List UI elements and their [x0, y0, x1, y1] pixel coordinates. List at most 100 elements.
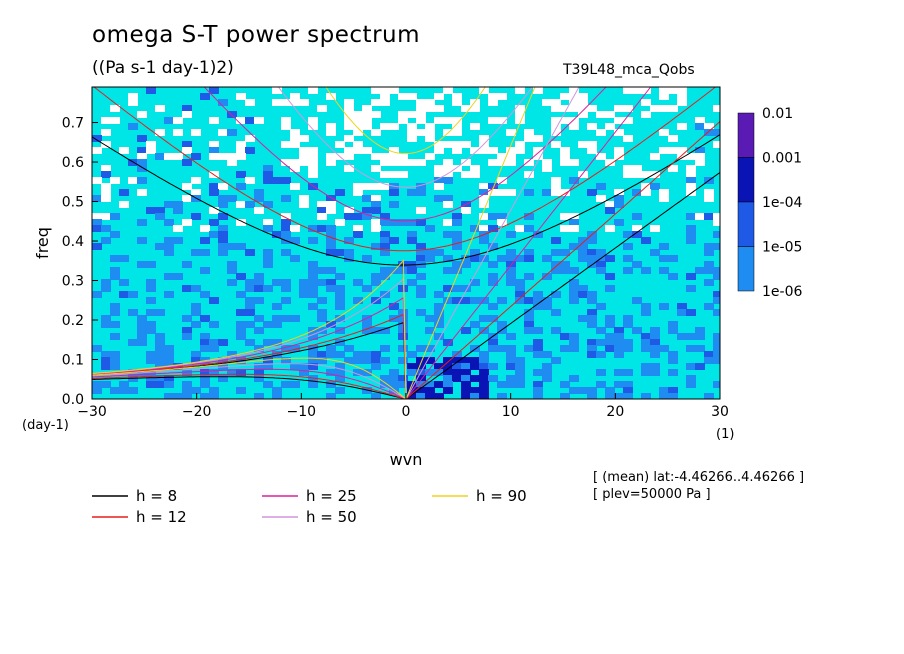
- field-cell: [596, 303, 606, 310]
- field-cell: [101, 189, 111, 196]
- field-cell: [128, 387, 138, 394]
- field-cell: [533, 153, 543, 160]
- field-cell: [245, 339, 255, 346]
- field-cell: [596, 249, 606, 256]
- field-cell: [236, 93, 246, 100]
- field-cell: [668, 321, 678, 328]
- field-cell: [308, 171, 318, 178]
- field-cell: [317, 309, 327, 316]
- field-cell: [128, 177, 138, 184]
- field-cell: [317, 351, 327, 358]
- field-cell: [290, 129, 300, 136]
- field-cell: [614, 327, 624, 334]
- field-cell: [380, 357, 390, 364]
- field-cell: [668, 327, 678, 334]
- field-cell: [659, 147, 669, 154]
- field-cell: [470, 279, 480, 286]
- field-cell: [434, 177, 444, 184]
- field-cell: [101, 381, 111, 388]
- field-cell: [497, 93, 507, 100]
- field-cell: [146, 381, 156, 388]
- field-cell: [578, 387, 588, 394]
- field-cell: [209, 117, 219, 124]
- field-cell: [533, 231, 543, 238]
- field-cell: [713, 213, 720, 220]
- field-cell: [218, 243, 228, 250]
- field-cell: [614, 339, 624, 346]
- field-cell: [461, 393, 471, 399]
- field-cell: [533, 147, 543, 154]
- dispersion-curve-ig1: [93, 87, 717, 252]
- field-cell: [110, 303, 120, 310]
- field-cell: [155, 345, 165, 352]
- field-cell: [407, 267, 417, 274]
- field-cell: [218, 375, 228, 382]
- field-cell: [506, 375, 516, 382]
- field-cell: [254, 393, 264, 399]
- field-cell: [641, 237, 651, 244]
- field-cell: [398, 153, 408, 160]
- field-cell: [668, 135, 678, 142]
- field-cell: [641, 171, 651, 178]
- field-cell: [362, 255, 372, 262]
- field-cell: [209, 369, 219, 376]
- field-cell: [263, 171, 273, 178]
- field-cell: [497, 345, 507, 352]
- field-cell: [236, 153, 246, 160]
- field-cell: [245, 279, 255, 286]
- field-cell: [515, 363, 525, 370]
- field-cell: [443, 159, 453, 166]
- field-cell: [614, 393, 624, 399]
- field-cell: [596, 183, 606, 190]
- field-cell: [353, 129, 363, 136]
- field-cell: [434, 363, 444, 370]
- field-cell: [218, 249, 228, 256]
- field-cell: [371, 99, 381, 106]
- field-cell: [434, 105, 444, 112]
- field-cell: [236, 387, 246, 394]
- field-cell: [335, 351, 345, 358]
- field-cell: [605, 393, 615, 399]
- field-cell: [272, 321, 282, 328]
- field-cell: [317, 267, 327, 274]
- field-cell: [326, 243, 336, 250]
- field-cell: [488, 261, 498, 268]
- field-cell: [146, 147, 156, 154]
- field-cell: [209, 297, 219, 304]
- field-cell: [569, 345, 579, 352]
- colorbar-label: 0.01: [762, 106, 793, 122]
- field-cell: [245, 303, 255, 310]
- field-cell: [587, 189, 597, 196]
- field-cell: [137, 237, 147, 244]
- field-cell: [263, 255, 273, 262]
- field-cell: [524, 273, 534, 280]
- field-cell: [470, 105, 480, 112]
- field-cell: [362, 369, 372, 376]
- field-cell: [299, 279, 309, 286]
- field-cell: [299, 285, 309, 292]
- field-cell: [578, 255, 588, 262]
- field-cell: [488, 147, 498, 154]
- field-cell: [137, 327, 147, 334]
- field-cell: [101, 363, 111, 370]
- field-cell: [281, 225, 291, 232]
- field-cell: [263, 381, 273, 388]
- field-cell: [299, 99, 309, 106]
- field-cell: [533, 327, 543, 334]
- field-cell: [479, 87, 489, 94]
- field-cell: [605, 321, 615, 328]
- field-cell: [542, 165, 552, 172]
- field-cell: [380, 273, 390, 280]
- dispersion-curve-er1: [92, 357, 407, 399]
- field-cell: [479, 183, 489, 190]
- field-cell: [695, 327, 705, 334]
- field-cell: [362, 105, 372, 112]
- field-cell: [461, 375, 471, 382]
- field-cell: [173, 207, 183, 214]
- field-cell: [137, 321, 147, 328]
- field-cell: [524, 315, 534, 322]
- field-cell: [281, 159, 291, 166]
- field-cell: [164, 219, 174, 226]
- field-cell: [542, 369, 552, 376]
- field-cell: [119, 201, 129, 208]
